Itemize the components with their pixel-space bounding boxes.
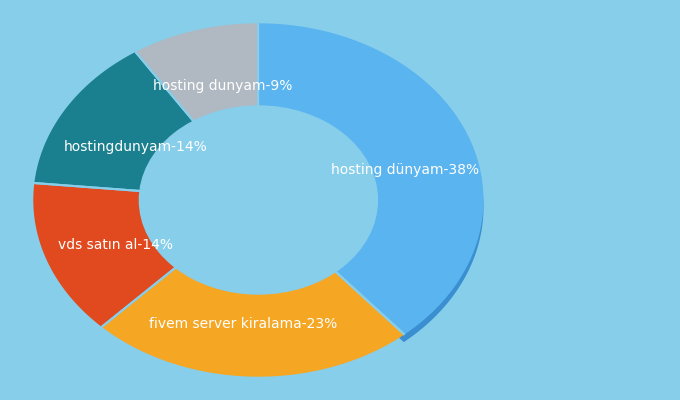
Polygon shape xyxy=(258,24,483,334)
Text: hosting dünyam-38%: hosting dünyam-38% xyxy=(331,163,479,177)
Polygon shape xyxy=(102,268,404,376)
Polygon shape xyxy=(34,183,175,326)
Polygon shape xyxy=(35,52,194,191)
Ellipse shape xyxy=(139,106,377,294)
Text: hosting dunyam-9%: hosting dunyam-9% xyxy=(153,79,292,93)
Text: fivem server kiralama-23%: fivem server kiralama-23% xyxy=(149,317,337,331)
Text: hostingdunyam-14%: hostingdunyam-14% xyxy=(64,140,207,154)
Polygon shape xyxy=(258,31,483,341)
Polygon shape xyxy=(136,24,258,121)
Text: vds satın al-14%: vds satın al-14% xyxy=(58,238,173,252)
